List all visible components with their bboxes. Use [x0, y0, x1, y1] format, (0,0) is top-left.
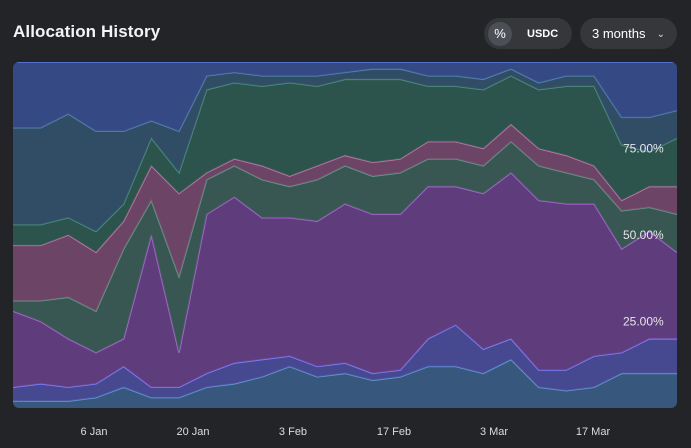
series-area-4[interactable]	[13, 141, 677, 353]
x-tick-label: 3 Mar	[480, 426, 508, 438]
area-layers	[13, 62, 677, 408]
y-tick-label: 25.00%	[623, 315, 664, 329]
series-area-6[interactable]	[13, 75, 677, 253]
x-tick-label: 3 Feb	[279, 426, 307, 438]
series-area-7[interactable]	[13, 68, 677, 232]
y-tick-label: 75.00%	[623, 142, 664, 156]
x-tick-label: 6 Jan	[81, 426, 108, 438]
series-area-8[interactable]	[13, 62, 677, 132]
allocation-chart[interactable]: 25.00% 50.00% 75.00% 6 Jan 20 Jan 3 Feb 17 Feb…	[13, 62, 677, 438]
series-area-5[interactable]	[13, 124, 677, 312]
currency-toggle[interactable]: % USDC	[484, 18, 572, 49]
series-area-3[interactable]	[13, 172, 677, 388]
time-range-dropdown[interactable]: 3 months ⌄	[580, 18, 677, 49]
currency-label: USDC	[527, 27, 559, 40]
x-tick-label: 17 Feb	[377, 426, 411, 438]
time-range-label: 3 months	[592, 26, 646, 41]
chart-controls: % USDC 3 months ⌄	[484, 18, 677, 49]
allocation-area-chart[interactable]: 25.00% 50.00% 75.00% 6 Jan 20 Jan 3 Feb 17 Feb…	[13, 62, 677, 442]
series-area-1[interactable]	[13, 359, 677, 408]
percent-icon[interactable]: %	[488, 21, 512, 46]
chevron-down-icon: ⌄	[656, 28, 665, 40]
x-tick-label: 20 Jan	[176, 426, 209, 438]
page-title: Allocation History	[13, 22, 161, 41]
x-tick-label: 17 Mar	[576, 426, 611, 438]
y-tick-label: 50.00%	[623, 228, 664, 242]
